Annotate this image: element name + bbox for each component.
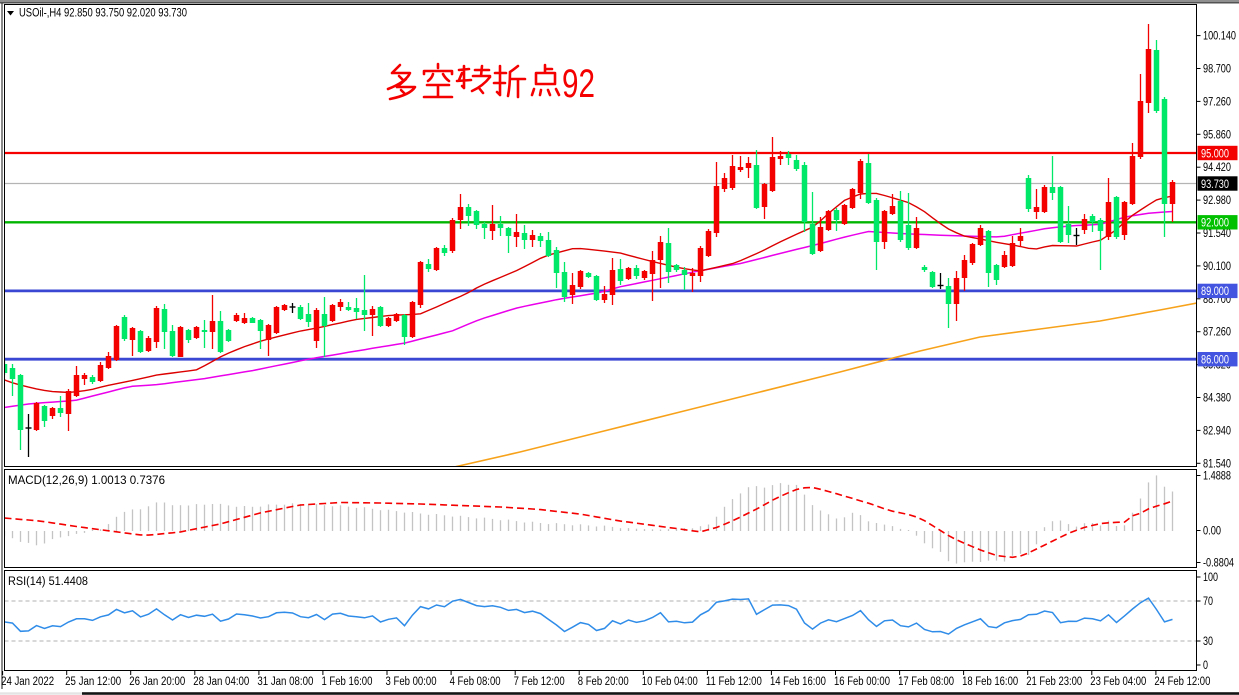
svg-text:28 Jan 04:00: 28 Jan 04:00 <box>193 676 249 688</box>
svg-text:17 Feb 08:00: 17 Feb 08:00 <box>898 676 954 688</box>
svg-text:23 Feb 04:00: 23 Feb 04:00 <box>1090 676 1146 688</box>
svg-text:21 Feb 23:00: 21 Feb 23:00 <box>1026 676 1082 688</box>
svg-text:MACD(12,26,9) 1.0013 0.7376: MACD(12,26,9) 1.0013 0.7376 <box>8 475 165 487</box>
svg-text:3 Feb 00:00: 3 Feb 00:00 <box>386 676 437 688</box>
svg-text:95.000: 95.000 <box>1201 148 1229 160</box>
svg-text:82.940: 82.940 <box>1203 425 1231 437</box>
svg-text:90.100: 90.100 <box>1203 261 1231 273</box>
svg-text:4 Feb 08:00: 4 Feb 08:00 <box>450 676 501 688</box>
svg-text:92: 92 <box>562 62 595 106</box>
svg-text:8 Feb 20:00: 8 Feb 20:00 <box>578 676 629 688</box>
svg-text:86.000: 86.000 <box>1201 355 1229 367</box>
svg-text:25 Jan 12:00: 25 Jan 12:00 <box>65 676 121 688</box>
svg-text:81.540: 81.540 <box>1203 458 1231 470</box>
svg-text:31 Jan 08:00: 31 Jan 08:00 <box>257 676 313 688</box>
svg-text:1.4888: 1.4888 <box>1203 471 1231 483</box>
svg-text:92.000: 92.000 <box>1201 218 1229 230</box>
svg-text:70: 70 <box>1203 596 1213 608</box>
svg-text:14 Feb 16:00: 14 Feb 16:00 <box>770 676 826 688</box>
svg-text:-0.8804: -0.8804 <box>1203 558 1234 570</box>
svg-text:84.380: 84.380 <box>1203 393 1231 405</box>
svg-text:10 Feb 04:00: 10 Feb 04:00 <box>642 676 698 688</box>
svg-text:95.860: 95.860 <box>1203 129 1231 141</box>
svg-text:97.260: 97.260 <box>1203 96 1231 108</box>
svg-text:7 Feb 12:00: 7 Feb 12:00 <box>514 676 565 688</box>
svg-text:87.260: 87.260 <box>1203 327 1231 339</box>
svg-text:100.140: 100.140 <box>1203 31 1236 43</box>
svg-text:89.000: 89.000 <box>1201 286 1229 298</box>
svg-text:18 Feb 16:00: 18 Feb 16:00 <box>962 676 1018 688</box>
svg-text:RSI(14) 51.4408: RSI(14) 51.4408 <box>8 576 88 588</box>
svg-text:0: 0 <box>1203 660 1208 672</box>
svg-text:100: 100 <box>1203 572 1218 584</box>
svg-text:1 Feb 16:00: 1 Feb 16:00 <box>321 676 372 688</box>
svg-text:0.00: 0.00 <box>1203 526 1221 538</box>
svg-text:93.730: 93.730 <box>1201 179 1229 191</box>
svg-text:11 Feb 12:00: 11 Feb 12:00 <box>706 676 762 688</box>
svg-text:92.980: 92.980 <box>1203 195 1231 207</box>
svg-text:24 Jan 2022: 24 Jan 2022 <box>1 676 54 688</box>
svg-text:94.420: 94.420 <box>1203 162 1231 174</box>
svg-text:16 Feb 00:00: 16 Feb 00:00 <box>834 676 890 688</box>
svg-text:24 Feb 12:00: 24 Feb 12:00 <box>1154 676 1210 688</box>
svg-text:98.700: 98.700 <box>1203 64 1231 76</box>
svg-text:USOil-,H4 92.850 93.750 92.02: USOil-,H4 92.850 93.750 92.020 93.730 <box>19 8 187 20</box>
svg-text:30: 30 <box>1203 636 1213 648</box>
svg-text:91.540: 91.540 <box>1203 228 1231 240</box>
svg-text:26 Jan 20:00: 26 Jan 20:00 <box>129 676 185 688</box>
